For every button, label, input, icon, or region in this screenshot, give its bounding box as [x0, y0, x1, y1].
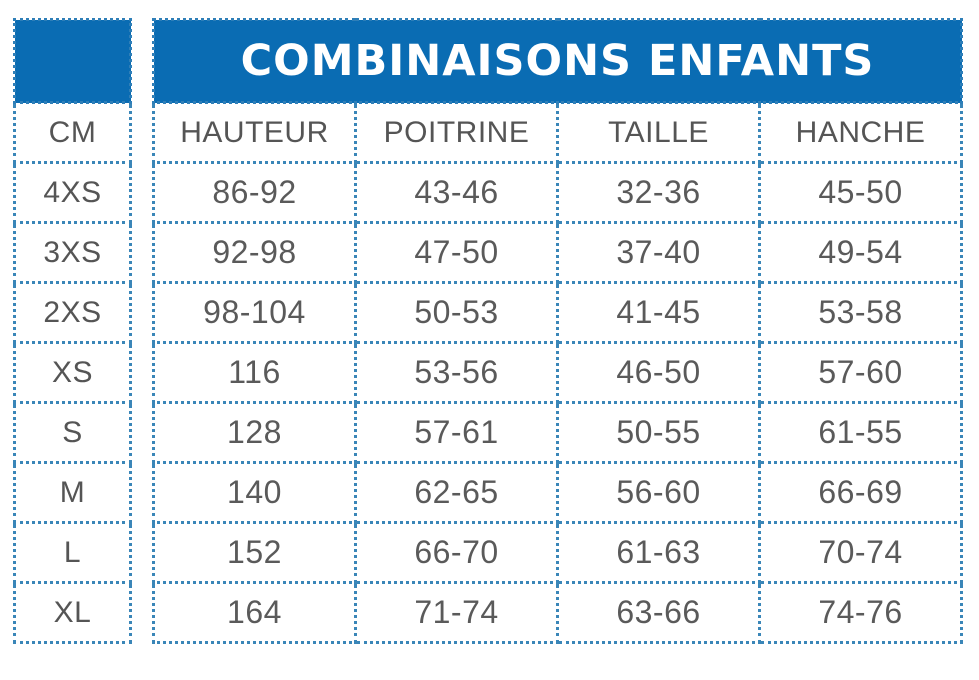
size-label: XL: [13, 581, 132, 644]
table-cell: 45-50: [758, 161, 963, 224]
table-cell: 50-55: [556, 401, 761, 464]
table-row: 86-92 43-46 32-36 45-50: [152, 161, 963, 224]
table-cell: 66-70: [354, 521, 559, 584]
unit-header: CM: [13, 101, 132, 164]
table-cell: 116: [152, 341, 357, 404]
table-cell: 152: [152, 521, 357, 584]
table-cell: 47-50: [354, 221, 559, 284]
table-cell: 63-66: [556, 581, 761, 644]
table-cell: 71-74: [354, 581, 559, 644]
size-label-table: CM 4XS 3XS 2XS XS S M L XL: [13, 18, 132, 644]
size-label: L: [13, 521, 132, 584]
table-cell: 32-36: [556, 161, 761, 224]
size-label-column: CM 4XS 3XS 2XS XS S M L XL: [13, 18, 132, 644]
table-cell: 43-46: [354, 161, 559, 224]
table-cell: 53-58: [758, 281, 963, 344]
table-cell: 37-40: [556, 221, 761, 284]
table-cell: 61-63: [556, 521, 761, 584]
chart-title: COMBINAISONS ENFANTS: [240, 36, 875, 86]
table-row: 98-104 50-53 41-45 53-58: [152, 281, 963, 344]
table-cell: 98-104: [152, 281, 357, 344]
size-label: M: [13, 461, 132, 524]
column-header-hauteur: HAUTEUR: [152, 101, 357, 164]
table-cell: 53-56: [354, 341, 559, 404]
table-cell: 140: [152, 461, 357, 524]
measurement-table-wrapper: COMBINAISONS ENFANTS HAUTEUR POITRINE TA…: [152, 18, 963, 644]
table-cell: 164: [152, 581, 357, 644]
table-row: 116 53-56 46-50 57-60: [152, 341, 963, 404]
table-cell: 86-92: [152, 161, 357, 224]
table-cell: 57-61: [354, 401, 559, 464]
table-row: 92-98 47-50 37-40 49-54: [152, 221, 963, 284]
table-cell: 49-54: [758, 221, 963, 284]
table-cell: 50-53: [354, 281, 559, 344]
size-label: 2XS: [13, 281, 132, 344]
table-cell: 62-65: [354, 461, 559, 524]
table-cell: 61-55: [758, 401, 963, 464]
table-cell: 66-69: [758, 461, 963, 524]
table-cell: 56-60: [556, 461, 761, 524]
table-row: 152 66-70 61-63 70-74: [152, 521, 963, 584]
table-row: 164 71-74 63-66 74-76: [152, 581, 963, 644]
size-label: 3XS: [13, 221, 132, 284]
table-row: 128 57-61 50-55 61-55: [152, 401, 963, 464]
table-cell: 74-76: [758, 581, 963, 644]
table-cell: 92-98: [152, 221, 357, 284]
size-label: XS: [13, 341, 132, 404]
column-header-hanche: HANCHE: [758, 101, 963, 164]
size-label: 4XS: [13, 161, 132, 224]
table-cell: 41-45: [556, 281, 761, 344]
title-banner: COMBINAISONS ENFANTS: [152, 18, 963, 104]
table-row: 140 62-65 56-60 66-69: [152, 461, 963, 524]
size-label: S: [13, 401, 132, 464]
column-header-poitrine: POITRINE: [354, 101, 559, 164]
table-cell: 46-50: [556, 341, 761, 404]
table-cell: 57-60: [758, 341, 963, 404]
table-cell: 128: [152, 401, 357, 464]
measurement-table: COMBINAISONS ENFANTS HAUTEUR POITRINE TA…: [152, 18, 963, 644]
table-cell: 70-74: [758, 521, 963, 584]
column-header-taille: TAILLE: [556, 101, 761, 164]
corner-blue-block: [13, 18, 132, 104]
